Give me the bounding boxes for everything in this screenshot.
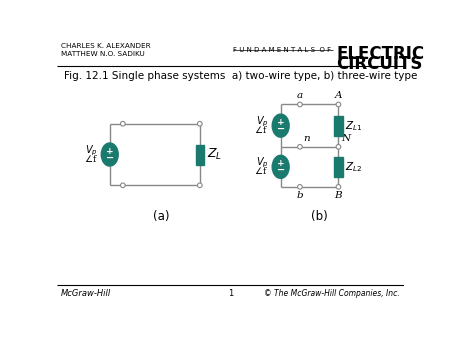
Ellipse shape <box>272 155 289 178</box>
Text: ELECTRIC: ELECTRIC <box>336 45 424 63</box>
Bar <box>196 145 204 165</box>
Text: b: b <box>297 192 303 200</box>
Text: (b): (b) <box>311 210 328 223</box>
Text: a: a <box>297 91 303 100</box>
Circle shape <box>336 145 341 149</box>
Text: Fig. 12.1 Single phase systems  a) two-wire type, b) three-wire type: Fig. 12.1 Single phase systems a) two-wi… <box>63 71 417 80</box>
Text: CHARLES K. ALEXANDER
MATTHEW N.O. SADIKU: CHARLES K. ALEXANDER MATTHEW N.O. SADIKU <box>61 43 151 57</box>
Text: n: n <box>303 134 310 143</box>
Bar <box>334 116 342 136</box>
Circle shape <box>121 121 125 126</box>
Circle shape <box>198 121 202 126</box>
Bar <box>58 41 404 66</box>
Bar <box>334 157 342 177</box>
Circle shape <box>121 183 125 188</box>
Text: −: − <box>277 124 285 134</box>
Text: +: + <box>277 118 284 127</box>
Text: $V_p$: $V_p$ <box>256 156 268 170</box>
Text: A: A <box>335 91 342 100</box>
Text: $V_p$: $V_p$ <box>85 143 97 158</box>
Text: −: − <box>277 165 285 175</box>
Text: McGraw-Hill: McGraw-Hill <box>61 289 112 298</box>
Text: $\angle$f: $\angle$f <box>254 165 268 176</box>
Text: $\angle$f: $\angle$f <box>84 153 97 164</box>
Text: −: − <box>106 153 114 163</box>
Text: (a): (a) <box>153 210 170 223</box>
Circle shape <box>336 102 341 107</box>
Text: N: N <box>342 134 351 143</box>
Text: © The McGraw-Hill Companies, Inc.: © The McGraw-Hill Companies, Inc. <box>264 289 400 298</box>
Text: $\angle$f: $\angle$f <box>254 124 268 135</box>
Ellipse shape <box>101 143 118 166</box>
Circle shape <box>198 183 202 188</box>
Text: $Z_L$: $Z_L$ <box>207 147 222 162</box>
Circle shape <box>297 185 302 189</box>
Text: +: + <box>106 147 113 155</box>
Text: F U N D A M E N T A L S  O F: F U N D A M E N T A L S O F <box>233 47 331 53</box>
Text: $Z_{L2}$: $Z_{L2}$ <box>345 160 363 174</box>
Ellipse shape <box>272 114 289 137</box>
Text: CIRCUITS: CIRCUITS <box>336 55 423 73</box>
Text: B: B <box>335 192 342 200</box>
Text: 1: 1 <box>228 289 233 298</box>
Circle shape <box>336 185 341 189</box>
Text: $V_p$: $V_p$ <box>256 115 268 129</box>
Text: $Z_{L1}$: $Z_{L1}$ <box>345 119 363 132</box>
Circle shape <box>297 145 302 149</box>
Circle shape <box>297 102 302 107</box>
Text: +: + <box>277 159 284 168</box>
